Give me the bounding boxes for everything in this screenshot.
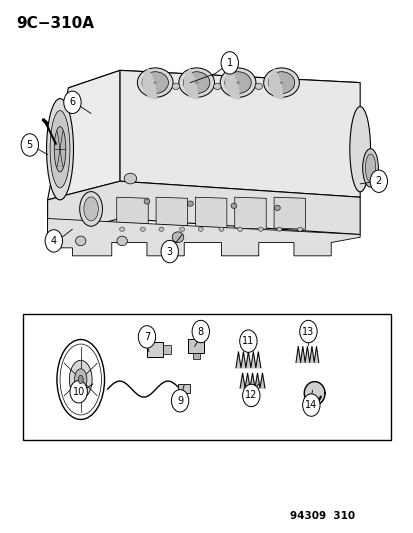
Text: 13: 13	[301, 327, 314, 336]
Ellipse shape	[140, 227, 145, 231]
Text: 9C−310A: 9C−310A	[17, 16, 94, 31]
Polygon shape	[195, 197, 226, 229]
Polygon shape	[120, 70, 359, 197]
Circle shape	[171, 390, 188, 412]
Ellipse shape	[237, 227, 242, 231]
Text: 3: 3	[166, 247, 172, 256]
Circle shape	[299, 320, 316, 343]
Polygon shape	[156, 197, 187, 229]
Ellipse shape	[79, 192, 102, 227]
Wedge shape	[268, 68, 283, 99]
Text: 94309  310: 94309 310	[289, 511, 354, 521]
Circle shape	[45, 230, 62, 252]
Circle shape	[369, 170, 387, 192]
Ellipse shape	[116, 236, 127, 246]
Circle shape	[302, 394, 319, 416]
Text: 4: 4	[51, 236, 57, 246]
Ellipse shape	[74, 369, 87, 390]
Ellipse shape	[187, 201, 193, 206]
Polygon shape	[47, 181, 359, 237]
Ellipse shape	[276, 227, 281, 231]
Bar	[188, 339, 204, 353]
Text: 5: 5	[26, 140, 33, 150]
Ellipse shape	[268, 72, 294, 93]
Ellipse shape	[124, 173, 136, 184]
Ellipse shape	[69, 360, 92, 399]
Wedge shape	[142, 68, 157, 99]
Ellipse shape	[195, 82, 198, 84]
Ellipse shape	[75, 236, 86, 246]
Ellipse shape	[218, 227, 223, 231]
Polygon shape	[47, 219, 359, 256]
Circle shape	[64, 91, 81, 114]
Ellipse shape	[178, 68, 214, 98]
Polygon shape	[116, 197, 148, 229]
Ellipse shape	[153, 82, 157, 84]
Polygon shape	[304, 382, 324, 405]
Bar	[23, 314, 390, 440]
Ellipse shape	[236, 82, 239, 84]
Polygon shape	[295, 346, 318, 362]
Ellipse shape	[230, 203, 236, 208]
Ellipse shape	[54, 127, 66, 172]
Ellipse shape	[349, 107, 370, 192]
Text: 14: 14	[304, 400, 317, 410]
Bar	[147, 342, 162, 357]
Text: 1: 1	[226, 58, 232, 68]
Bar	[192, 353, 199, 359]
Ellipse shape	[172, 83, 179, 90]
Ellipse shape	[213, 83, 221, 90]
Text: 7: 7	[143, 332, 150, 342]
Ellipse shape	[50, 111, 70, 188]
Text: 2: 2	[375, 176, 381, 186]
Circle shape	[221, 52, 238, 74]
Ellipse shape	[297, 227, 302, 231]
Ellipse shape	[263, 68, 299, 98]
Ellipse shape	[279, 82, 282, 84]
Ellipse shape	[254, 83, 262, 90]
Ellipse shape	[362, 149, 377, 187]
Polygon shape	[234, 197, 266, 229]
Circle shape	[21, 134, 38, 156]
Ellipse shape	[274, 205, 280, 211]
Ellipse shape	[119, 227, 124, 231]
Wedge shape	[225, 68, 240, 99]
Ellipse shape	[83, 197, 98, 221]
Ellipse shape	[179, 227, 184, 231]
Wedge shape	[183, 68, 198, 99]
Ellipse shape	[144, 199, 150, 204]
Circle shape	[138, 326, 155, 348]
Ellipse shape	[258, 227, 263, 231]
Ellipse shape	[224, 72, 251, 93]
Text: 9: 9	[177, 396, 183, 406]
Polygon shape	[235, 352, 260, 368]
Ellipse shape	[137, 68, 173, 98]
Ellipse shape	[183, 72, 209, 93]
Circle shape	[242, 384, 259, 407]
Text: 12: 12	[244, 391, 257, 400]
Polygon shape	[240, 373, 264, 388]
Ellipse shape	[220, 68, 255, 98]
Bar	[178, 384, 190, 393]
Ellipse shape	[198, 227, 203, 231]
Circle shape	[192, 320, 209, 343]
Circle shape	[161, 240, 178, 263]
Ellipse shape	[365, 154, 375, 182]
Ellipse shape	[46, 99, 74, 200]
Circle shape	[70, 381, 87, 403]
Ellipse shape	[172, 232, 183, 243]
Ellipse shape	[142, 72, 168, 93]
Circle shape	[239, 330, 256, 352]
Text: 10: 10	[72, 387, 85, 397]
Text: 8: 8	[197, 327, 203, 336]
Polygon shape	[47, 70, 120, 200]
Ellipse shape	[78, 375, 83, 384]
Ellipse shape	[159, 227, 164, 231]
Text: 11: 11	[242, 336, 254, 346]
Polygon shape	[273, 197, 305, 229]
Bar	[162, 345, 171, 354]
Text: 6: 6	[69, 98, 75, 107]
Polygon shape	[68, 70, 359, 100]
